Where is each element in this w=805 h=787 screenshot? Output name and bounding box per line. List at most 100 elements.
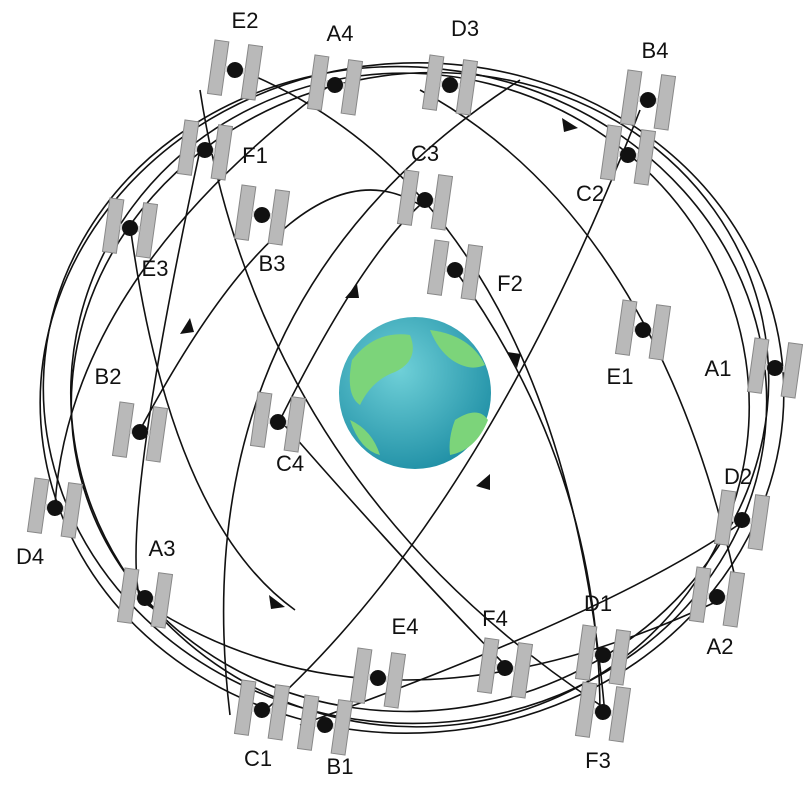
satellite-label: A1 [705, 356, 732, 381]
landmass [349, 334, 413, 405]
satellite-body [254, 207, 270, 223]
solar-panel [608, 686, 632, 743]
landmass [430, 330, 485, 368]
satellite-label: C3 [411, 141, 439, 166]
landmass [449, 412, 488, 455]
satellite-body [327, 77, 343, 93]
arrow [269, 595, 285, 609]
arrow [345, 284, 359, 298]
solar-panel [713, 489, 737, 546]
satellite-body [595, 647, 611, 663]
solar-panel [747, 494, 771, 551]
solar-panel [653, 74, 677, 131]
satellite-body [122, 220, 138, 236]
satellite-label: F3 [585, 748, 611, 773]
satellite-label: B1 [327, 754, 354, 779]
arrow [507, 352, 521, 368]
satellite [176, 119, 234, 181]
satellite-body [417, 192, 433, 208]
satellite-body [317, 717, 333, 733]
satellite [426, 239, 484, 301]
satellite [396, 169, 454, 231]
satellite-label: D4 [16, 544, 44, 569]
satellite-body [132, 424, 148, 440]
satellite-label: C4 [276, 451, 304, 476]
satellite-body [709, 589, 725, 605]
satellite [713, 489, 771, 551]
orbit [139, 189, 421, 431]
solar-panel [619, 69, 643, 126]
satellite [746, 337, 804, 399]
arrow [476, 474, 490, 490]
satellite [101, 197, 159, 259]
satellite-label: D1 [584, 591, 612, 616]
satellite [574, 681, 632, 743]
satellite-label: C1 [244, 746, 272, 771]
satellite [233, 679, 291, 741]
solar-panel [608, 629, 632, 686]
orbit [222, 79, 521, 716]
satellite-body [254, 702, 270, 718]
satellite [619, 69, 677, 131]
orbit [139, 599, 721, 681]
satellite-label: A4 [327, 21, 354, 46]
satellite [599, 124, 657, 186]
orbit [54, 84, 331, 506]
satellite-body [595, 704, 611, 720]
satellite-label: B3 [259, 251, 286, 276]
satellite-label: F4 [482, 606, 508, 631]
satellite [306, 54, 364, 116]
satellite-label: E2 [232, 8, 259, 33]
satellite [614, 299, 672, 361]
satellite-body [734, 512, 750, 528]
orbit [129, 224, 296, 611]
solar-panel [614, 299, 638, 356]
satellite-label: E3 [142, 256, 169, 281]
satellite-body [197, 142, 213, 158]
satellite-body [767, 360, 783, 376]
satellite-label: E1 [607, 364, 634, 389]
solar-panel [599, 124, 623, 181]
satellite-label: A3 [149, 536, 176, 561]
direction-arrows [180, 118, 578, 609]
satellite-body [370, 670, 386, 686]
satellite-body [442, 77, 458, 93]
satellite-body [497, 660, 513, 676]
satellite-label: F2 [497, 271, 523, 296]
satellite-label: D2 [724, 464, 752, 489]
earth [339, 317, 491, 469]
satellite-body [270, 414, 286, 430]
satellite-body [227, 62, 243, 78]
satellite [296, 694, 354, 756]
solar-panel [648, 304, 672, 361]
satellite-label: B2 [95, 364, 122, 389]
satellite-label: B4 [642, 38, 669, 63]
satellite [574, 624, 632, 686]
solar-panel [746, 337, 770, 394]
solar-panel [722, 571, 746, 628]
solar-panel [633, 129, 657, 186]
satellites [26, 39, 804, 756]
satellite [476, 637, 534, 699]
satellite-body [640, 92, 656, 108]
solar-panel [780, 342, 804, 399]
satellite [421, 54, 479, 116]
satellite [233, 184, 291, 246]
satellite-label: C2 [576, 181, 604, 206]
satellite-body [620, 147, 636, 163]
satellite-label: F1 [242, 143, 268, 168]
satellite [206, 39, 264, 101]
solar-panel [688, 566, 712, 623]
orbit [299, 519, 746, 726]
landmass [350, 420, 380, 455]
satellite [249, 391, 307, 453]
satellite [26, 477, 84, 539]
satellite [349, 647, 407, 709]
arrow [180, 318, 194, 334]
orbit [199, 89, 601, 706]
satellite [116, 567, 174, 629]
solar-panel [510, 642, 534, 699]
